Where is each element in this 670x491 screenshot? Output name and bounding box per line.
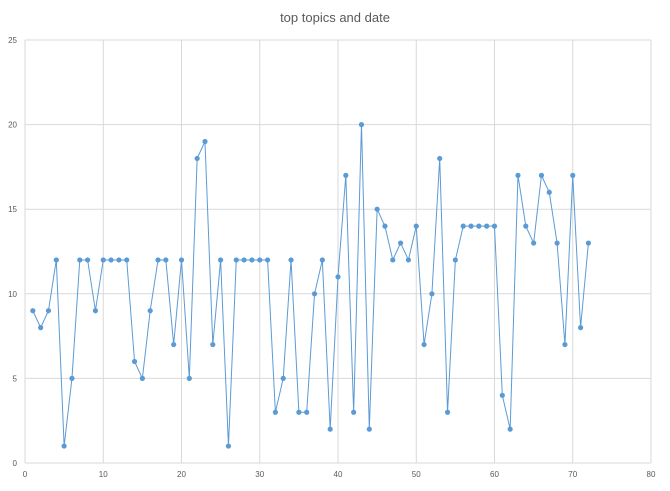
x-tick-label: 40 [334,470,343,479]
data-point [108,257,114,263]
data-point [257,257,263,263]
y-tick-label: 5 [13,374,18,383]
data-point [531,240,537,246]
x-tick-label: 0 [23,470,28,479]
data-point [421,341,427,348]
data-point [460,223,466,229]
data-point [171,341,177,348]
data-point [53,257,59,263]
series-line-group [32,124,589,447]
data-point [562,341,568,348]
data-point [382,223,388,229]
data-point [100,257,106,263]
data-point [452,257,458,263]
data-point [155,257,161,263]
data-point [523,223,529,229]
data-point [225,443,232,449]
data-point [186,375,192,381]
data-point [484,223,490,229]
series-line [32,124,589,447]
data-point [366,426,372,432]
data-point [546,189,552,195]
data-point [398,240,404,246]
data-point [178,257,185,263]
data-point [491,223,498,229]
data-point [468,223,474,229]
y-tick-label: 15 [8,205,17,214]
data-point [570,172,576,178]
chart-title: top topics and date [280,10,390,25]
data-point [194,155,200,162]
data-point [413,223,419,229]
x-tick-label: 10 [99,470,108,479]
data-point [45,308,52,314]
y-tick-label: 25 [8,36,17,45]
data-point [390,257,396,263]
data-point [304,409,310,415]
data-point [69,375,75,381]
data-point [280,375,286,381]
data-point [218,257,224,263]
data-point [577,325,584,331]
data-points [30,122,592,449]
data-point [61,443,67,449]
data-point [476,223,482,229]
data-point [319,257,325,263]
y-tick-label: 0 [13,459,18,468]
data-point [437,155,443,162]
data-point [85,257,91,263]
data-point [241,257,247,263]
data-point [249,257,255,263]
data-point [116,257,122,263]
data-point [147,308,153,314]
data-point [335,274,341,280]
axis-ticks: 0 5 10 15 20 25 0 10 20 30 40 50 60 70 80 [8,36,656,479]
data-point [554,240,560,246]
data-point [77,257,83,263]
data-point [515,172,521,178]
data-point [327,426,333,432]
y-tick-label: 20 [8,121,17,130]
data-point [351,409,357,415]
data-point [288,257,294,263]
data-point [202,138,208,145]
data-point [429,291,435,297]
data-point [444,409,451,415]
data-point [210,341,216,348]
data-point [405,257,412,263]
data-point [38,325,44,331]
data-point [311,291,318,297]
data-point [499,392,505,398]
data-point [507,426,513,432]
data-point [296,409,302,415]
x-tick-label: 50 [412,470,421,479]
data-point [163,257,169,263]
data-point [343,172,349,178]
data-point [124,257,130,263]
data-point [272,409,278,415]
data-point [358,122,365,128]
data-point [585,240,592,246]
x-tick-label: 20 [177,470,186,479]
data-point [131,358,138,365]
data-point [30,308,36,314]
y-tick-label: 10 [8,290,17,299]
x-tick-label: 70 [568,470,577,479]
gridlines [24,39,652,464]
x-tick-label: 60 [490,470,499,479]
data-point [92,308,99,314]
data-point [233,257,239,263]
data-point [538,172,545,178]
data-point [139,375,145,381]
x-tick-label: 30 [255,470,264,479]
data-point [264,257,271,263]
x-tick-label: 80 [647,470,656,479]
data-point [374,206,380,212]
